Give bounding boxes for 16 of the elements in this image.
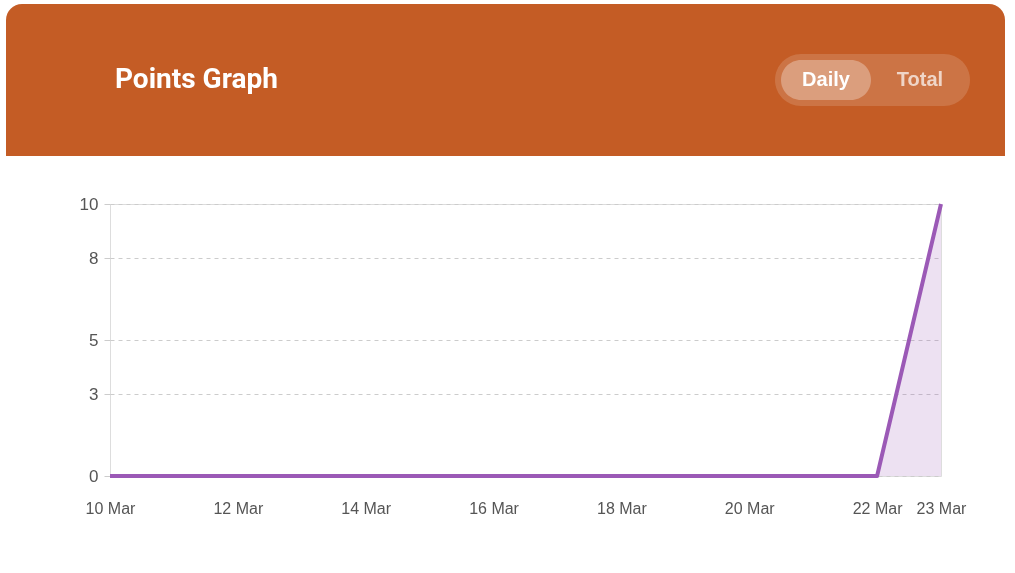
x-tick-label: 10 Mar [85, 499, 137, 517]
x-tick-label: 14 Mar [341, 499, 392, 517]
y-tick-label: 3 [89, 384, 99, 404]
x-tick-label: 16 Mar [469, 499, 520, 517]
x-tick-label: 23 Mar [916, 499, 968, 517]
x-tick-label: 22 Mar [852, 499, 904, 517]
y-tick-label: 10 [79, 194, 99, 214]
x-tick-label: 18 Mar [596, 499, 648, 517]
y-tick-label: 8 [89, 248, 99, 268]
text: Total [896, 68, 944, 90]
text: Daily [802, 68, 851, 90]
x-tick-label: 20 Mar [724, 499, 776, 517]
chart-title: Points Graph [115, 62, 278, 95]
x-tick-label: 12 Mar [213, 499, 264, 517]
y-tick-label: 0 [89, 466, 99, 486]
y-tick-label: 5 [89, 330, 99, 350]
